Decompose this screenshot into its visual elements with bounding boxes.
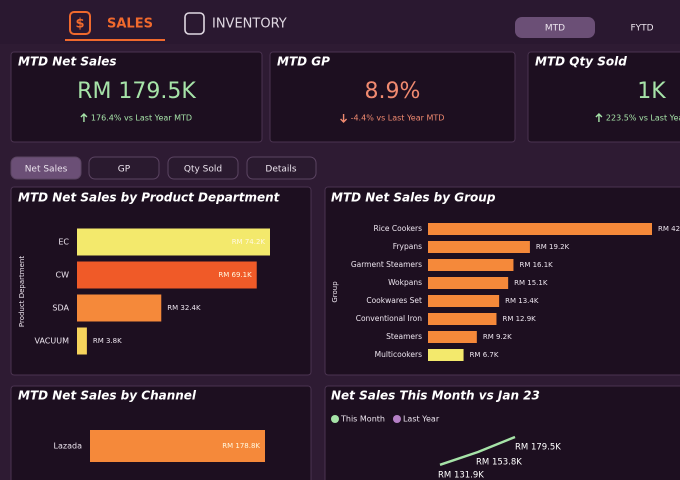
legend-label: This Month: [340, 415, 385, 424]
category-label: Steamers: [386, 332, 422, 341]
kpi-change: -4.4% vs Last Year MTD: [351, 114, 445, 123]
bar: [77, 261, 257, 289]
value-label: RM 32.4K: [167, 304, 201, 312]
category-label: Wokpans: [388, 278, 422, 287]
bar: [428, 295, 500, 307]
sales-icon: [69, 11, 91, 35]
view-tab-label[interactable]: Net Sales: [25, 165, 68, 175]
kpi-title: MTD Qty Sold: [535, 55, 627, 69]
kpi-card: [269, 51, 516, 143]
category-label: Conventional Iron: [356, 314, 423, 323]
bar: [428, 223, 652, 235]
category-label: Garment Steamers: [351, 260, 422, 269]
trend-arrow: [80, 113, 88, 122]
legend-marker: [331, 415, 339, 423]
value-label: RM 42.2K: [658, 225, 680, 233]
bar: [428, 313, 497, 325]
bar: [77, 228, 270, 256]
value-label: RM 178.8K: [222, 442, 260, 450]
category-label: Frypans: [393, 242, 422, 251]
nav-tab[interactable]: SALES: [107, 17, 153, 32]
chart-title: MTD Net Sales by Product Department: [18, 191, 281, 205]
value-label: RM 6.7K: [470, 351, 499, 359]
kpi-change: 223.5% vs Last Year MTD: [606, 114, 680, 123]
kpi-value: RM 179.5K: [77, 79, 196, 104]
chart-title: MTD Net Sales by Group: [331, 191, 496, 205]
data-label: RM 131.9K: [438, 470, 484, 480]
view-tab-label[interactable]: Details: [265, 165, 297, 175]
period-toggle-active[interactable]: [515, 17, 595, 38]
view-tab[interactable]: [88, 156, 160, 180]
bar: [428, 277, 509, 289]
axis-label: Group: [331, 281, 339, 303]
value-label: RM 15.1K: [514, 279, 548, 287]
kpi-change: 176.4% vs Last Year MTD: [91, 114, 192, 123]
data-label: RM 179.5K: [515, 443, 561, 453]
bar: [90, 430, 265, 462]
value-label: RM 19.2K: [536, 243, 570, 251]
kpi-title: MTD Net Sales: [18, 55, 117, 69]
period-option[interactable]: MTD: [545, 24, 565, 34]
period-option[interactable]: FYTD: [630, 24, 653, 34]
view-tab-active[interactable]: [10, 156, 82, 180]
category-label: EC: [58, 238, 69, 247]
view-tab-label[interactable]: GP: [118, 165, 131, 175]
value-label: RM 16.1K: [519, 261, 553, 269]
value-label: RM 12.9K: [502, 315, 536, 323]
data-label: RM 153.8K: [476, 458, 522, 468]
legend-label: Last Year: [403, 415, 440, 424]
category-label: VACUUM: [35, 337, 70, 346]
kpi-card: [527, 51, 680, 143]
chart-title: MTD Net Sales by Channel: [18, 389, 197, 403]
chart-title: Net Sales This Month vs Jan 23: [331, 389, 540, 403]
axis-label: Product Department: [18, 256, 26, 327]
trend-arrow: [595, 113, 603, 122]
category-label: SDA: [52, 304, 69, 313]
bar: [77, 294, 162, 322]
value-label: RM 13.4K: [505, 297, 539, 305]
view-tab-label[interactable]: Qty Sold: [184, 165, 222, 175]
bar: [428, 241, 530, 253]
legend-marker: [392, 415, 401, 423]
inventory-icon: [184, 12, 205, 35]
bar: [428, 349, 464, 361]
view-tab[interactable]: [246, 156, 317, 180]
sales-icon-glyph: $: [75, 17, 84, 32]
value-label: RM 9.2K: [483, 333, 512, 341]
category-label: Lazada: [54, 442, 83, 451]
kpi-value: 8.9%: [365, 79, 421, 104]
category-label: Multicookers: [375, 350, 422, 359]
series-line: [439, 435, 516, 466]
bar: [428, 331, 477, 343]
bar: [428, 259, 514, 271]
active-underline: [65, 39, 165, 41]
value-label: RM 69.1K: [218, 271, 252, 279]
value-label: RM 74.2K: [232, 238, 266, 246]
category-label: Cookwares Set: [366, 296, 422, 305]
value-label: RM 3.8K: [93, 337, 122, 345]
kpi-value: 1K: [637, 79, 666, 104]
kpi-card: [10, 51, 263, 143]
category-label: CW: [56, 271, 70, 280]
bar: [77, 327, 87, 355]
trend-arrow: [340, 114, 348, 123]
nav-tab[interactable]: INVENTORY: [212, 17, 287, 32]
kpi-title: MTD GP: [277, 55, 330, 69]
view-tab[interactable]: [167, 156, 239, 180]
category-label: Rice Cookers: [373, 224, 422, 233]
chart-card: [324, 385, 680, 480]
